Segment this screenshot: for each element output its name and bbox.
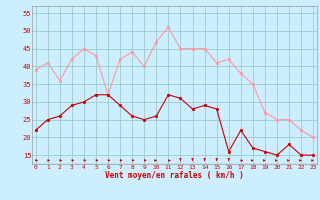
X-axis label: Vent moyen/en rafales ( km/h ): Vent moyen/en rafales ( km/h ) bbox=[105, 171, 244, 180]
